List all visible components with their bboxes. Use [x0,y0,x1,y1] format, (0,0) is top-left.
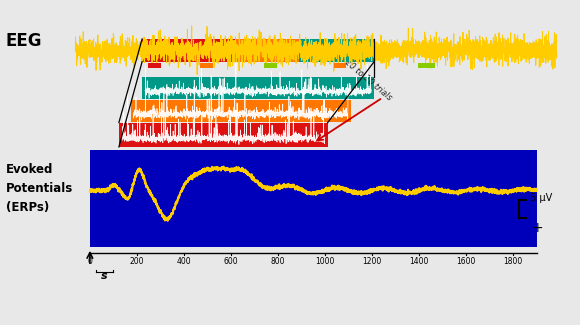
Text: 200: 200 [130,257,144,266]
Bar [142,77,374,99]
Bar [90,150,536,247]
Bar [119,123,328,147]
Bar [148,63,161,68]
Text: 1600: 1600 [456,257,476,266]
Bar [418,63,435,68]
Text: 1400: 1400 [409,257,429,266]
Bar [200,63,213,68]
Text: 400: 400 [176,257,191,266]
Text: 800: 800 [271,257,285,266]
Bar [334,63,346,68]
Bar [130,100,351,122]
Bar [299,39,374,62]
Text: Evoked
Potentials
(ERPs): Evoked Potentials (ERPs) [6,163,73,214]
Text: +: + [532,221,543,235]
Bar [264,63,277,68]
Text: 5 μV: 5 μV [530,193,552,203]
Text: 1800: 1800 [503,257,523,266]
Text: s: s [101,271,108,281]
Text: EEG: EEG [6,32,42,50]
Text: 600: 600 [224,257,238,266]
Bar [235,39,299,62]
Text: 0: 0 [88,257,92,266]
Text: 1000: 1000 [316,257,335,266]
Bar [142,39,235,62]
Text: 20 to 30 trials: 20 to 30 trials [343,58,394,102]
Text: 1200: 1200 [362,257,382,266]
